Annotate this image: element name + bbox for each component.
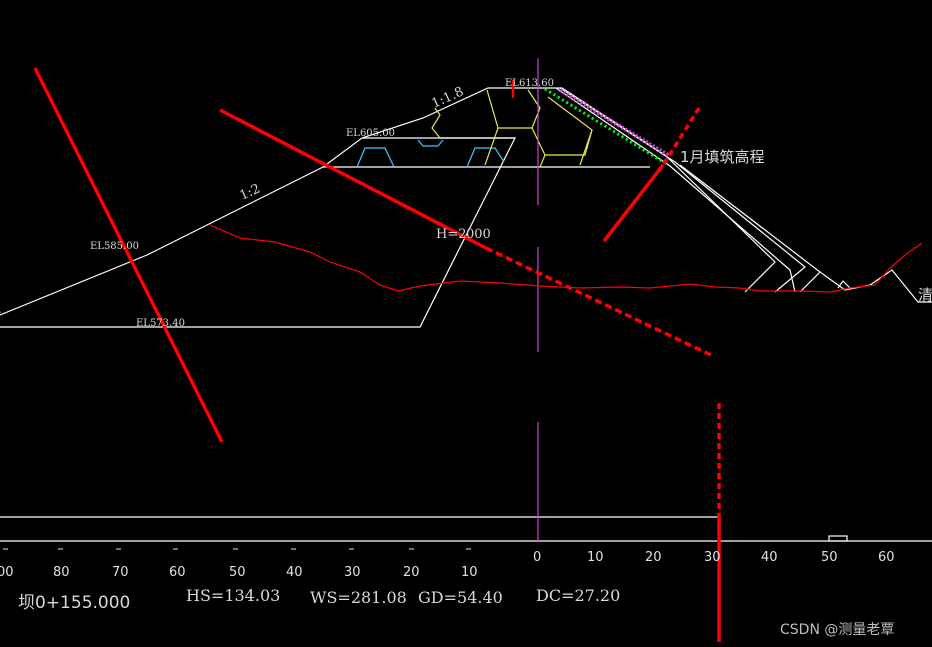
berm-elevation-label: EL605.00 xyxy=(346,128,395,139)
fill-elevation-note: 1月填筑高程 xyxy=(680,148,765,166)
height-label: H=2 xyxy=(436,227,467,242)
downstream-layer-1 xyxy=(559,87,806,293)
scale-tick-label: 40 xyxy=(761,550,778,565)
upper-slope-label: 1:1.8 xyxy=(430,84,467,111)
scale-labels: 00 80 70 60 50 40 30 20 10 0 10 20 30 40… xyxy=(0,550,895,580)
hs-value: HS=134.03 xyxy=(186,586,280,605)
red-line-diagonal xyxy=(219,108,487,250)
scale-tick-label: 60 xyxy=(878,550,895,565)
filter-zone xyxy=(544,87,670,165)
red-markup-lines xyxy=(33,67,721,642)
left-edge-label: - xyxy=(0,307,1,318)
left-elevation-label-2: EL573.40 xyxy=(136,318,185,329)
height-label-tail: 000 xyxy=(466,227,491,242)
gd-value: GD=54.40 xyxy=(418,588,503,607)
scale-tick-label: 30 xyxy=(344,565,361,580)
downstream-layer-2 xyxy=(555,87,796,293)
right-edge-label: 清 xyxy=(918,286,932,304)
downstream-toe xyxy=(819,269,932,303)
scale-tick-label: 50 xyxy=(229,565,246,580)
scale-tick-label: 0 xyxy=(533,550,541,565)
scale-tick-label: 70 xyxy=(112,565,129,580)
red-line-left xyxy=(33,67,224,443)
red-line-upper-right-dashed xyxy=(661,107,701,166)
station-label: 坝0+155.000 xyxy=(18,593,130,613)
scale-tick-label: 00 xyxy=(0,565,14,580)
lower-slope-label: 1:2 xyxy=(238,181,263,203)
left-elevation-label-1: EL585.00 xyxy=(90,241,139,252)
scale-tick-label: 40 xyxy=(286,565,303,580)
watermark: CSDN @测量老覃 xyxy=(780,622,894,638)
red-line-diagonal-dashed xyxy=(485,246,714,358)
scale-tick-label: 60 xyxy=(169,565,186,580)
dam-outer-profile xyxy=(0,87,776,316)
scale-tick-label: 30 xyxy=(704,550,721,565)
dam-section-outline xyxy=(0,87,932,542)
core-zone-yellow xyxy=(431,89,593,168)
scale-tick-label: 20 xyxy=(403,565,420,580)
scale-tick-label: 50 xyxy=(821,550,838,565)
cyan-zone-blocks xyxy=(356,139,505,168)
scale-marker-box xyxy=(828,535,848,542)
ground-surface-line xyxy=(209,224,923,293)
scale-tick-label: 10 xyxy=(587,550,604,565)
scale-tick-label: 10 xyxy=(461,565,478,580)
section-info: 坝0+155.000 HS=134.03 WS=281.08 GD=54.40 … xyxy=(18,586,620,613)
dc-value: DC=27.20 xyxy=(536,586,620,605)
scale-tick-label: 80 xyxy=(53,565,70,580)
toe-bump xyxy=(837,280,851,289)
crest-elevation-label: EL613.60 xyxy=(505,78,554,89)
scale-tick-label: 20 xyxy=(645,550,662,565)
ws-value: WS=281.08 xyxy=(310,588,407,607)
red-line-upper-right xyxy=(602,163,665,243)
downstream-layer-3 xyxy=(679,164,821,293)
